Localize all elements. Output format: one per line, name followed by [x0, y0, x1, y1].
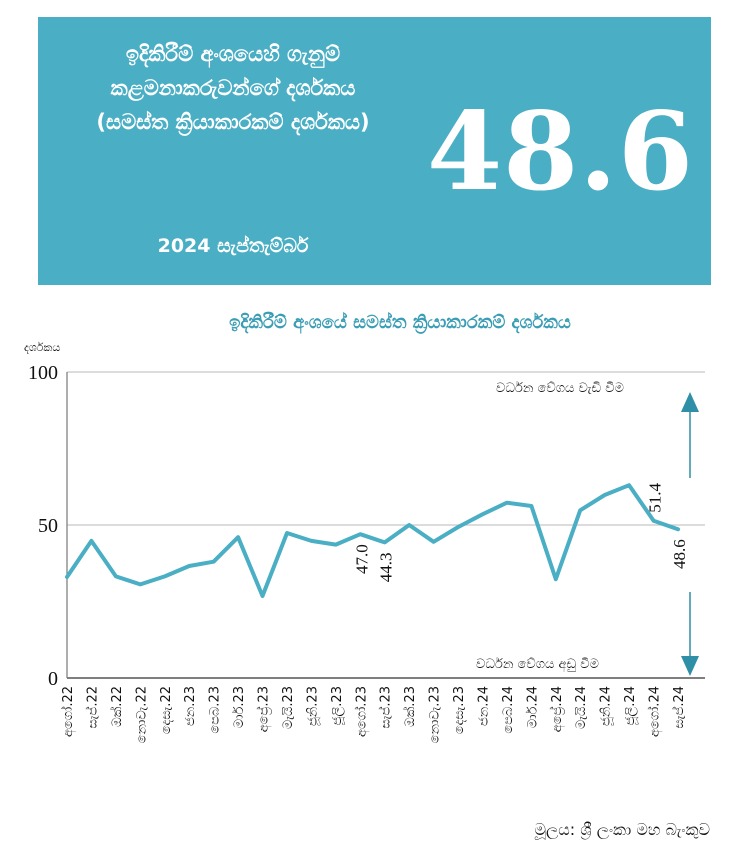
x-tick-label: ඔක්.22	[109, 686, 125, 727]
x-tick-label: අගෝ.23	[353, 686, 369, 737]
series-line	[65, 483, 680, 598]
x-tick-label: නොවැ.23	[428, 686, 443, 743]
banner-date: 2024 සැප්තැම්බර්	[157, 235, 309, 257]
data-label: 48.6	[670, 539, 689, 569]
y-tick-label: 0	[48, 668, 58, 690]
data-point	[89, 539, 93, 543]
x-tick-label: අගෝ.24	[647, 686, 663, 737]
banner-title: ඉදිකිරීම් අංශයෙහි ගැනුම් කළමනාකරුවන්ගේ ද…	[96, 42, 370, 134]
x-tick-label: මාර්.23	[231, 686, 247, 728]
x-tick-label: ජූනි.23	[305, 686, 320, 726]
x-tick-label: දෙසැ.22	[159, 686, 174, 734]
data-point	[114, 574, 118, 578]
data-point	[236, 535, 240, 539]
x-tick-label: සැප්.23	[378, 686, 394, 728]
x-tick-label: නොවැ.22	[134, 686, 149, 743]
x-tick-label: ඔක්.23	[402, 686, 418, 727]
x-tick-label: සැප්.24	[671, 686, 687, 728]
x-tick-label: අප්‍රේ.23	[255, 686, 271, 732]
data-point	[652, 519, 656, 523]
x-tick-label: සැප්.22	[84, 686, 100, 728]
data-point	[285, 531, 289, 535]
data-point	[505, 501, 509, 505]
data-point	[358, 532, 362, 536]
data-point	[187, 564, 191, 568]
data-point	[676, 527, 680, 531]
data-point	[603, 493, 607, 497]
arrow-up-head	[681, 392, 699, 412]
data-label: 44.3	[377, 552, 396, 582]
data-point	[480, 512, 484, 516]
data-point	[212, 560, 216, 564]
x-tick-label: මාර්.24	[524, 686, 540, 728]
data-point	[627, 483, 631, 487]
header-banner: ඉදිකිරීම් අංශයෙහි ගැනුම් කළමනාකරුවන්ගේ ද…	[38, 17, 711, 285]
data-point	[407, 523, 411, 527]
y-axis-label: දර්ශකය	[24, 341, 60, 354]
annotation-down: වර්ධන වේගය අඩු වීම	[476, 656, 599, 672]
headline-value: 48.6	[426, 89, 695, 215]
data-point	[261, 594, 265, 598]
data-point	[383, 540, 387, 544]
data-point	[432, 540, 436, 544]
data-label: 51.4	[646, 482, 665, 512]
x-tick-label: පෙබ.23	[208, 686, 223, 734]
x-tick-label: ජන.24	[476, 686, 491, 726]
data-point	[554, 577, 558, 581]
x-tick-label: අගෝ.22	[60, 686, 76, 737]
data-point	[529, 504, 533, 508]
x-tick-label: මැයි.24	[574, 686, 589, 729]
x-tick-label: ජූලි.24	[623, 686, 638, 726]
data-point	[65, 575, 69, 579]
data-point	[578, 508, 582, 512]
x-tick-label: ජන.23	[183, 686, 198, 726]
data-point	[456, 525, 460, 529]
x-tick-label: ජූනි.24	[599, 686, 614, 726]
source-note: මූලය: ශ්‍රී ලංකා මහ බැංකුව	[534, 820, 710, 839]
chart-title: ඉදිකිරීම් අංශයේ සමස්ත ක්‍රියාකාරකම් දර්ශ…	[229, 312, 571, 333]
x-tick-label: ජූලි.23	[330, 686, 345, 726]
y-tick-label: 100	[28, 362, 58, 384]
annotation-up: වර්ධන වේගය වැඩි වීම	[496, 380, 624, 396]
arrow-down-head	[681, 656, 699, 676]
x-tick-label: දෙසැ.23	[452, 686, 467, 734]
data-point	[334, 543, 338, 547]
x-tick-label: පෙබ.24	[501, 686, 516, 734]
data-point	[138, 582, 142, 586]
data-point	[309, 539, 313, 543]
y-tick-label: 50	[38, 515, 58, 537]
data-label: 47.0	[352, 544, 371, 574]
data-point	[163, 574, 167, 578]
x-tick-label: අප්‍රේ.24	[549, 686, 565, 732]
x-tick-label: මැයි.23	[281, 686, 296, 729]
